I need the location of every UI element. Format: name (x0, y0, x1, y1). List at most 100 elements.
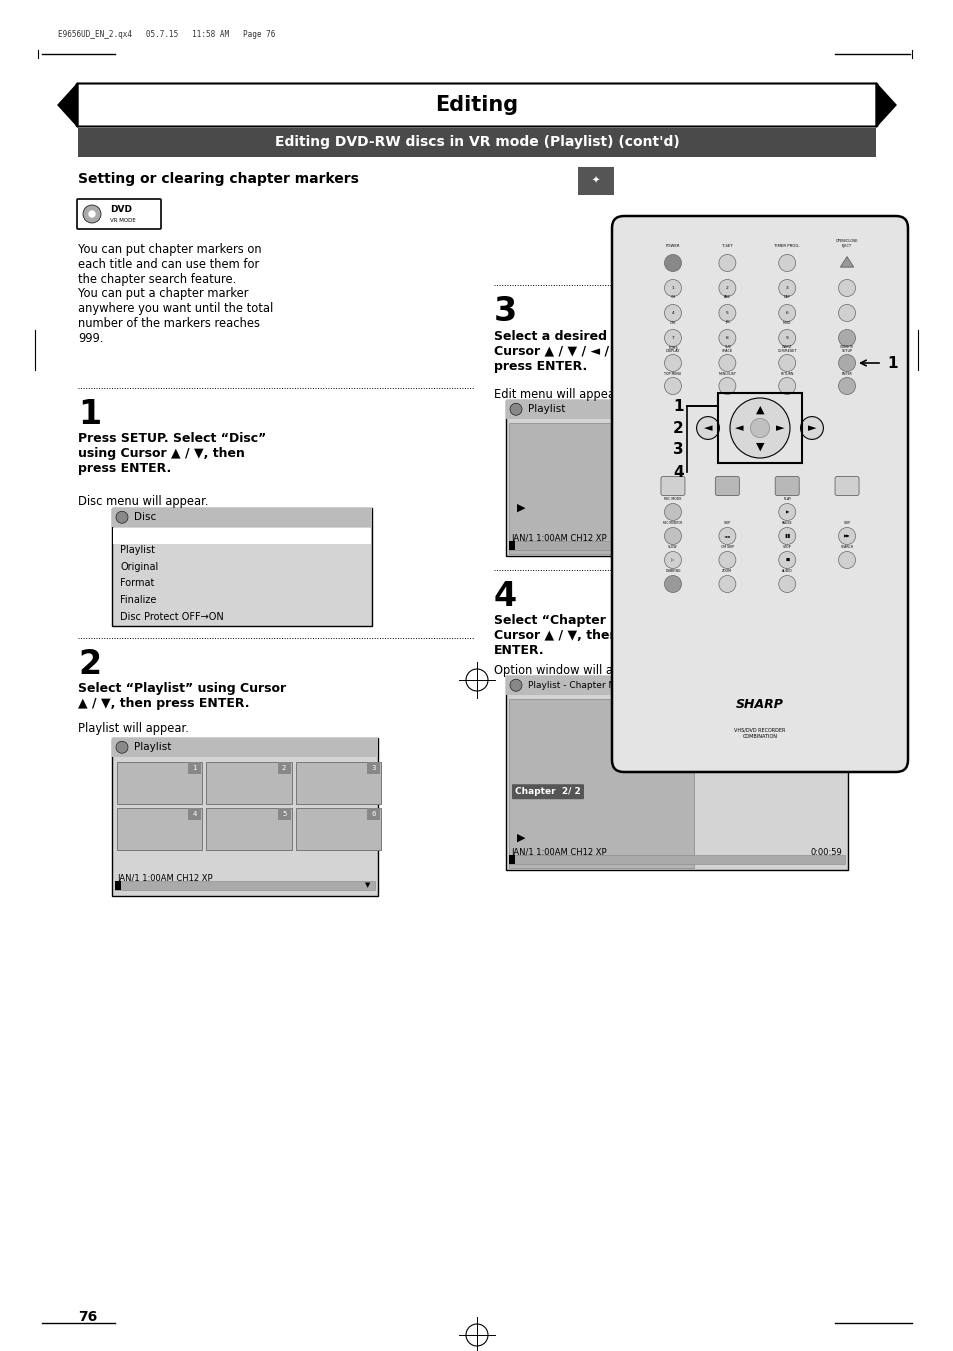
Text: 4: 4 (672, 465, 683, 480)
Text: JAN/1 1:00AM CH12 XP: JAN/1 1:00AM CH12 XP (511, 534, 606, 543)
Text: 2: 2 (725, 286, 728, 290)
Text: Select “Chapter Mark” using: Select “Chapter Mark” using (494, 613, 696, 627)
Text: CM SKIP: CM SKIP (720, 544, 733, 549)
Circle shape (778, 576, 795, 593)
FancyBboxPatch shape (578, 168, 614, 195)
FancyBboxPatch shape (117, 808, 202, 850)
Text: ◄: ◄ (735, 423, 743, 434)
Circle shape (116, 742, 128, 754)
Text: 1: 1 (886, 355, 897, 370)
Text: 3: 3 (494, 295, 517, 328)
Circle shape (838, 330, 855, 346)
FancyBboxPatch shape (112, 527, 371, 544)
Text: ▷: ▷ (671, 558, 674, 562)
FancyBboxPatch shape (679, 423, 692, 435)
Circle shape (838, 304, 855, 322)
Text: Editing: Editing (435, 95, 518, 115)
FancyBboxPatch shape (505, 400, 847, 557)
FancyBboxPatch shape (295, 808, 380, 850)
Text: Chapter Mark: Chapter Mark (696, 466, 765, 476)
Text: You can put chapter markers on: You can put chapter markers on (78, 243, 261, 255)
Text: VR MODE: VR MODE (110, 218, 135, 223)
Text: ▶: ▶ (784, 509, 788, 513)
Text: press ENTER.: press ENTER. (494, 359, 587, 373)
Circle shape (663, 527, 680, 544)
Text: Title Dividing: Title Dividing (696, 493, 756, 503)
Text: SHARP: SHARP (736, 698, 783, 712)
Text: SPACE: SPACE (721, 349, 732, 353)
Circle shape (838, 354, 855, 372)
Text: ▲ / ▼, then press ENTER.: ▲ / ▼, then press ENTER. (78, 697, 250, 709)
Text: Playlist will appear.: Playlist will appear. (78, 721, 189, 735)
Circle shape (778, 504, 795, 520)
Text: number of the markers reaches: number of the markers reaches (78, 317, 260, 330)
FancyBboxPatch shape (295, 762, 380, 804)
Circle shape (510, 680, 521, 692)
Text: ►: ► (776, 423, 783, 434)
FancyBboxPatch shape (188, 762, 201, 774)
Text: 2: 2 (672, 420, 683, 435)
Text: 7: 7 (671, 336, 674, 340)
Text: ABC: ABC (723, 296, 730, 300)
Text: 76: 76 (78, 1310, 97, 1324)
Text: SEARCH: SEARCH (840, 544, 853, 549)
FancyBboxPatch shape (112, 738, 377, 896)
Circle shape (89, 211, 95, 218)
Circle shape (719, 304, 735, 322)
Text: REC MONITOR: REC MONITOR (662, 521, 682, 526)
FancyBboxPatch shape (77, 199, 161, 230)
Text: Title Combining: Title Combining (696, 507, 767, 516)
FancyBboxPatch shape (115, 881, 375, 890)
Text: ▼: ▼ (755, 442, 763, 451)
Text: ►: ► (807, 423, 816, 434)
Text: Playlist - Chapter Mark: Playlist - Chapter Mark (527, 681, 630, 690)
FancyBboxPatch shape (834, 477, 858, 496)
FancyBboxPatch shape (512, 784, 583, 800)
Text: Playlist: Playlist (527, 404, 565, 415)
Circle shape (83, 205, 101, 223)
Polygon shape (58, 82, 78, 127)
Text: CH: CH (670, 296, 675, 300)
Text: REC MODE: REC MODE (663, 497, 681, 501)
Text: Disc menu will appear.: Disc menu will appear. (78, 494, 209, 508)
Text: 3: 3 (785, 286, 788, 290)
Text: 0:00:59: 0:00:59 (809, 848, 841, 857)
Circle shape (663, 504, 680, 520)
Text: Disc: Disc (133, 512, 156, 523)
Text: 3: 3 (683, 426, 688, 432)
Text: PQRS: PQRS (667, 346, 677, 350)
Text: 1: 1 (193, 765, 197, 771)
Text: the chapter search feature.: the chapter search feature. (78, 273, 236, 285)
Circle shape (663, 551, 680, 569)
Text: ▶: ▶ (517, 503, 525, 513)
Circle shape (719, 576, 735, 593)
Circle shape (838, 551, 855, 569)
FancyBboxPatch shape (206, 762, 292, 804)
Text: E9656UD_EN_2.qx4   05.7.15   11:58 AM   Page 76: E9656UD_EN_2.qx4 05.7.15 11:58 AM Page 7… (58, 30, 275, 39)
Circle shape (719, 280, 735, 296)
Text: Edit Title Name: Edit Title Name (696, 453, 765, 461)
Text: Delete: Delete (696, 716, 726, 725)
Text: Finalize: Finalize (120, 596, 156, 605)
Text: 8: 8 (725, 336, 728, 340)
Circle shape (729, 399, 789, 458)
FancyBboxPatch shape (679, 700, 692, 711)
Polygon shape (875, 82, 895, 127)
Text: PLAY: PLAY (782, 497, 790, 501)
Text: JAN/1 1:00AM CH12 XP: JAN/1 1:00AM CH12 XP (511, 848, 606, 857)
Circle shape (778, 354, 795, 372)
FancyBboxPatch shape (78, 128, 875, 157)
FancyBboxPatch shape (509, 540, 844, 550)
Circle shape (778, 330, 795, 346)
Circle shape (719, 330, 735, 346)
Text: 999.: 999. (78, 332, 103, 345)
Text: 0:00:59: 0:00:59 (809, 534, 841, 543)
Text: AUDIO: AUDIO (781, 569, 792, 573)
Circle shape (719, 254, 735, 272)
Text: ▲: ▲ (755, 404, 763, 415)
Circle shape (778, 304, 795, 322)
Text: SETUP: SETUP (841, 349, 852, 353)
Text: JKL: JKL (724, 320, 729, 324)
FancyBboxPatch shape (715, 477, 739, 496)
Text: 3: 3 (672, 443, 683, 458)
